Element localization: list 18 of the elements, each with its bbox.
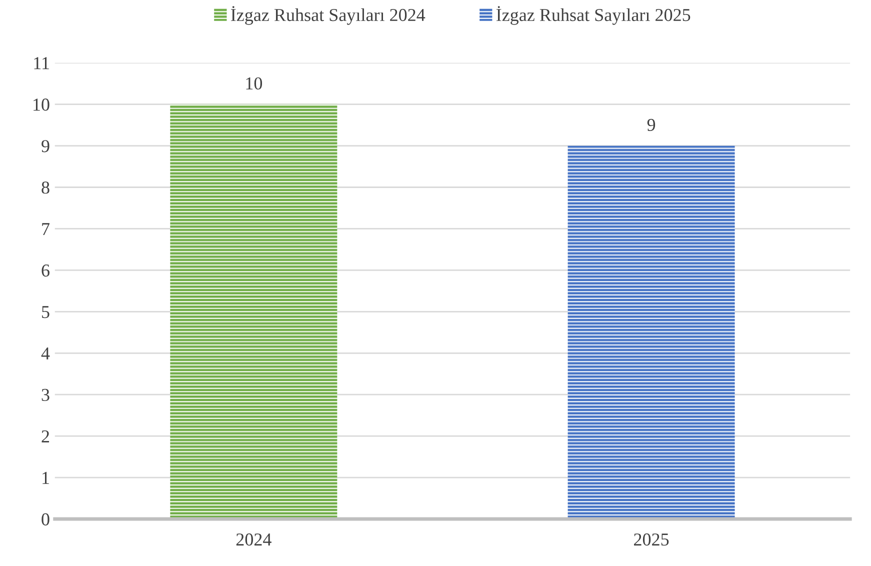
y-tick-label: 0 bbox=[42, 513, 50, 526]
y-tick-label: 10 bbox=[34, 98, 50, 111]
legend-label: İzgaz Ruhsat Sayıları 2024 bbox=[231, 6, 426, 25]
y-tick-label: 5 bbox=[42, 306, 50, 318]
y-tick-label: 2 bbox=[42, 430, 50, 442]
data-label: 9 bbox=[647, 118, 656, 131]
y-tick-label: 1 bbox=[42, 472, 49, 484]
y-tick-label: 4 bbox=[41, 348, 50, 360]
x-tick-label: 2024 bbox=[236, 533, 272, 546]
y-tick-label: 9 bbox=[42, 140, 50, 152]
y-tick-label: 3 bbox=[42, 388, 50, 402]
x-tick-label: 2025 bbox=[634, 533, 669, 546]
y-tick-label: 7 bbox=[42, 223, 50, 235]
legend-label: İzgaz Ruhsat Sayıları 2025 bbox=[496, 6, 690, 25]
y-tick-label: 8 bbox=[42, 182, 50, 194]
y-tick-label: 11 bbox=[34, 57, 49, 70]
data-label: 10 bbox=[246, 77, 262, 90]
y-tick-label: 6 bbox=[42, 264, 50, 277]
